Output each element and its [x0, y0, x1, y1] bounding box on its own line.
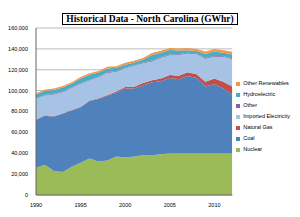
svg-text:2010: 2010 [208, 202, 220, 208]
svg-text:1990: 1990 [30, 202, 42, 208]
svg-text:160,000: 160,000 [8, 25, 28, 31]
svg-text:80,000: 80,000 [11, 108, 28, 114]
html-text:Coal: Coal [243, 135, 255, 141]
svg-text:2000: 2000 [119, 202, 131, 208]
svg-text:1995: 1995 [74, 202, 86, 208]
svg-text:100,000: 100,000 [8, 88, 28, 94]
svg-text:20,000: 20,000 [11, 171, 28, 177]
svg-text:2005: 2005 [164, 202, 176, 208]
svg-text:140,000: 140,000 [8, 46, 28, 52]
svg-text:120,000: 120,000 [8, 67, 28, 73]
html-text:Other Renewables: Other Renewables [243, 80, 289, 86]
svg-text:60,000: 60,000 [11, 129, 28, 135]
html-text:Nuclear: Nuclear [243, 146, 263, 152]
html-text:Other: Other [243, 102, 257, 108]
svg-text:40,000: 40,000 [11, 150, 28, 156]
svg-text:0: 0 [25, 192, 28, 198]
html-text:Imported Electricity: Imported Electricity [243, 113, 290, 119]
html-text:Natural Gas: Natural Gas [243, 124, 273, 130]
html-text:Hydroelectric: Hydroelectric [243, 91, 276, 97]
html-text:Historical Data - North Caroli: Historical Data - North Carolina (GWhr) [66, 14, 234, 24]
